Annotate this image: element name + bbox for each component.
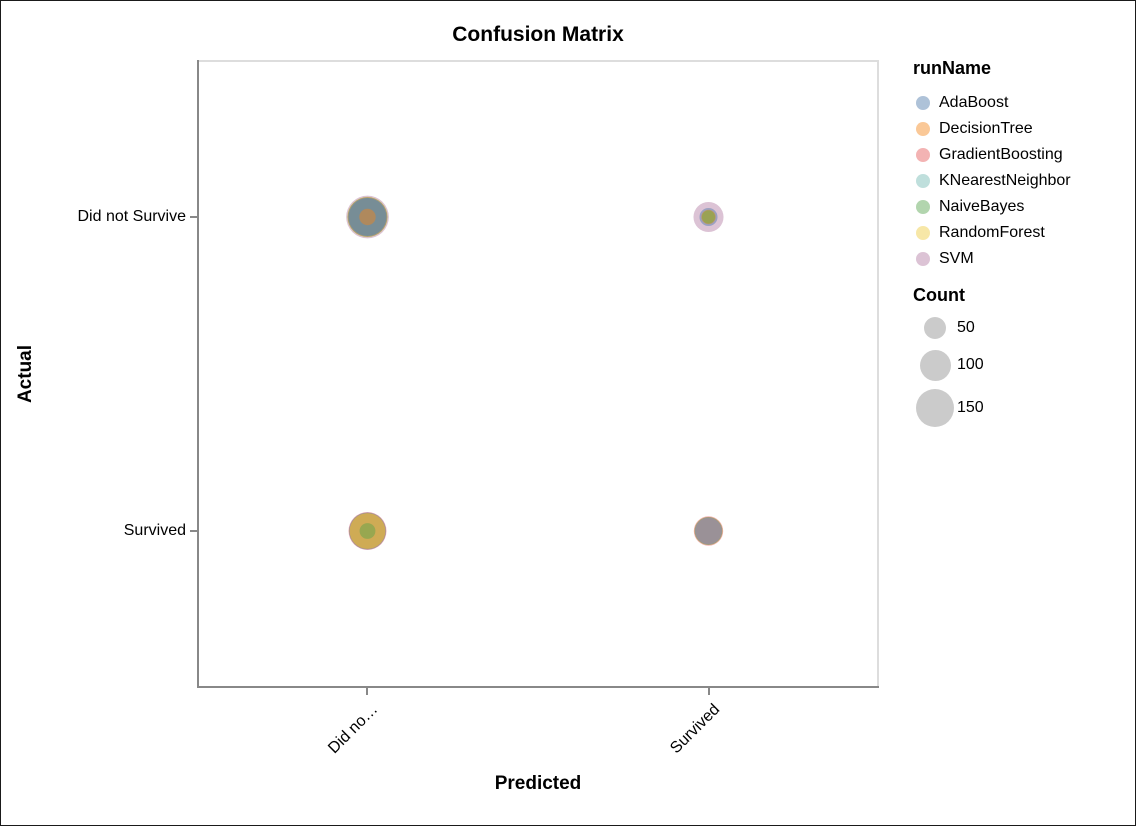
y-tick-mark xyxy=(190,216,197,218)
run-legend-title: runName xyxy=(913,58,992,78)
bubble-naivebayes xyxy=(359,523,376,539)
bubble-decisiontree xyxy=(701,209,716,225)
plot-area xyxy=(197,60,879,688)
x-tick-mark xyxy=(366,688,368,695)
legend-swatch-circle-icon xyxy=(916,122,930,136)
legend-item-naivebayes: NaiveBayes xyxy=(913,194,1071,220)
bubble-randomforest xyxy=(349,513,386,549)
legend-item-svm: SVM xyxy=(913,246,1071,272)
legend-swatch-circle-icon xyxy=(916,226,930,240)
bubble-gradientboosting xyxy=(348,512,387,550)
legend-item-label: RandomForest xyxy=(939,224,1045,241)
count-legend-circle-icon xyxy=(924,317,946,339)
x-tick-mark xyxy=(708,688,710,695)
run-legend: AdaBoost DecisionTree GradientBoosting KNea… xyxy=(913,90,1071,272)
x-axis-title: Predicted xyxy=(494,773,582,794)
legend-item-label: SVM xyxy=(939,250,974,267)
bubble-svm xyxy=(695,517,722,545)
bubble-adaboost xyxy=(349,512,386,550)
x-tick-label-survived: Survived xyxy=(666,701,724,758)
legend-item-label: DecisionTree xyxy=(939,120,1033,137)
y-tick-mark xyxy=(190,530,197,532)
count-legend-circle-icon xyxy=(919,349,951,381)
legend-item-label: NaiveBayes xyxy=(939,198,1025,215)
count-legend-value: 50 xyxy=(957,319,975,336)
bubble-gradientboosting xyxy=(701,210,716,224)
legend-item-adaboost: AdaBoost xyxy=(913,90,1071,116)
legend-item-label: GradientBoosting xyxy=(939,146,1063,163)
bubble-svm xyxy=(346,195,389,239)
bubble-knearestneighbor xyxy=(349,512,386,550)
bubble-adaboost xyxy=(694,517,723,545)
count-legend-title: Count xyxy=(913,285,965,305)
bubble-randomforest xyxy=(701,210,716,224)
bubble-knearestneighbor xyxy=(348,197,387,237)
bubble-adaboost xyxy=(348,198,387,236)
bubble-decisiontree xyxy=(694,517,723,545)
bubble-naivebayes xyxy=(694,516,723,546)
bubble-knearestneighbor xyxy=(701,209,716,225)
legend-item-label: AdaBoost xyxy=(939,94,1009,111)
bubble-randomforest xyxy=(694,517,723,545)
bubble-naivebayes xyxy=(347,197,388,237)
bubble-gradientboosting xyxy=(693,516,724,546)
legend-swatch-circle-icon xyxy=(916,200,930,214)
bubble-adaboost xyxy=(699,207,718,227)
count-legend-value: 150 xyxy=(957,399,984,416)
x-tick-label-did-not-survive: Did no… xyxy=(324,701,382,758)
count-legend-value: 100 xyxy=(957,356,984,373)
y-tick-label-survived: Survived xyxy=(123,522,186,539)
bubble-gradientboosting xyxy=(347,197,388,237)
bubble-decisiontree xyxy=(359,208,376,226)
legend-item-gradientboosting: GradientBoosting xyxy=(913,142,1071,168)
bubble-decisiontree xyxy=(349,512,386,550)
y-axis-title: Actual xyxy=(15,344,37,404)
bubble-knearestneighbor xyxy=(694,517,723,545)
bubble-randomforest xyxy=(347,196,388,238)
bubble-naivebayes xyxy=(701,210,716,224)
bubble-svm xyxy=(693,201,724,233)
legend-item-randomforest: RandomForest xyxy=(913,220,1071,246)
legend-swatch-circle-icon xyxy=(916,252,930,266)
legend-swatch-circle-icon xyxy=(916,148,930,162)
bubble-svm xyxy=(348,512,387,550)
y-tick-label-did-not-survive: Did not Survive xyxy=(77,208,187,225)
legend-item-label: KNearestNeighbor xyxy=(939,172,1071,189)
chart-title: Confusion Matrix xyxy=(452,23,624,46)
count-legend-circle-icon xyxy=(916,389,954,427)
legend-swatch-circle-icon xyxy=(916,96,930,110)
legend-item-decisiontree: DecisionTree xyxy=(913,116,1071,142)
legend-item-knearestneighbor: KNearestNeighbor xyxy=(913,168,1071,194)
legend-swatch-circle-icon xyxy=(916,174,930,188)
